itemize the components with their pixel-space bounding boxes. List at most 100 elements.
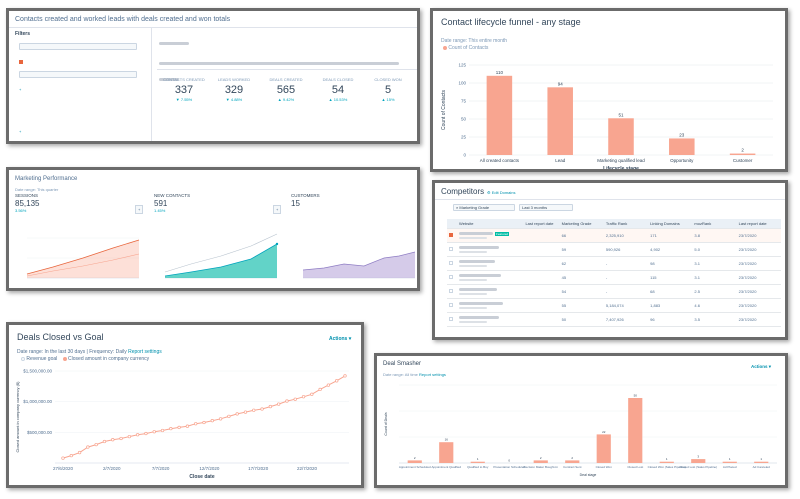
table-row[interactable]: 50 7,407,926 96 3.5 23/7/2020 [447,312,781,327]
marketing-subtitle: Date range: This quarter [15,187,59,192]
data-point [202,420,206,425]
kpi-change: ▲ 10.53% [328,97,348,102]
bar [407,460,422,463]
up-arrow-icon: ▲ [381,97,387,102]
x-tick-label: Marketing qualified lead [597,158,645,163]
competitor-name[interactable] [457,284,524,299]
row-checkbox[interactable] [449,247,453,252]
data-point [94,442,98,447]
row-checkbox[interactable] [449,275,453,280]
row-checkbox[interactable] [449,261,453,266]
legend-swatch-goal [21,356,25,361]
up-arrow-icon: ▲ [328,97,334,102]
customers-metric: Customers 15 [291,193,320,208]
y-tick-label: 75 [461,99,467,104]
data-point [102,439,107,444]
down-arrow-icon: ▼ [175,97,181,102]
column-header[interactable]: Last report date [523,219,560,229]
line-previous [164,233,278,273]
column-header[interactable]: Marketing Grade [559,219,604,229]
report-settings-link[interactable]: Report settings [128,349,162,355]
data-point [343,374,347,378]
data-point [177,425,181,430]
compare-checkbox[interactable] [19,53,23,71]
bar [547,87,573,155]
sidebar-divider [151,28,152,141]
x-tick-label: Closed Lost (Sales Pipeline) [679,465,717,469]
period-select[interactable]: Last 3 months [519,204,573,211]
metric-select[interactable]: ⌕ Marketing Grade [453,204,515,211]
kpi-divider [157,69,417,70]
marketing-panel: Marketing Performance Date range: This q… [6,167,420,291]
column-header[interactable]: Last report date [736,219,781,229]
competitor-name[interactable]: Featured [457,228,524,243]
sessions-sparkline [26,237,140,279]
data-label: 22 [602,430,606,434]
report-settings-link[interactable]: Report settings [419,372,446,377]
row-checkbox[interactable] [449,289,453,294]
area-current [165,244,277,278]
data-point [310,392,314,396]
actions-button[interactable]: Actions ▾ [329,336,352,342]
table-row[interactable]: 55 5,184,074 1,883 4.6 23/7/2020 [447,298,781,313]
date-range-select[interactable] [19,43,137,50]
table-row[interactable]: 62 - 98 3.1 23/7/2020 [447,256,781,271]
deals-goal-meta: Date range: In the last 30 days | Freque… [17,349,162,355]
competitor-name[interactable] [457,298,524,313]
deal-smasher-panel: Deal Smasher Actions ▾ Date range: All t… [374,353,788,488]
column-header[interactable]: mozRank [692,219,737,229]
add-filter-link[interactable]: + [19,87,22,92]
y-axis-label: Count of Contacts [441,89,447,130]
data-point [210,419,214,423]
bar [608,118,634,155]
kpi-leads-worked: Leads worked 329 ▼ 4.88% [209,77,259,102]
data-point [119,436,123,441]
data-point [318,387,322,392]
row-checkbox[interactable] [449,233,453,238]
contacts-report-panel: Contacts created and worked leads with d… [6,8,420,144]
actions-button[interactable]: Actions ▾ [751,364,772,369]
table-row[interactable]: 59 590,926 4,902 5.0 23/7/2020 [447,242,781,257]
table-row[interactable]: 54 - 68 2.5 23/7/2020 [447,284,781,299]
column-header[interactable]: Website [457,219,524,229]
compare-to-select[interactable] [19,71,137,78]
competitor-name[interactable] [457,242,524,257]
x-tick-label: 2/7/2020 [103,466,121,471]
data-point [111,438,115,442]
x-tick-label: Appointment Qualified [431,465,461,469]
data-point [301,395,306,399]
edit-domains-link[interactable]: ⚙ Edit Domains [487,190,516,195]
bar [565,460,580,463]
kpi-change: ▲ 9.42% [277,97,295,102]
x-tick-label: 27/6/2020 [53,466,74,471]
column-header[interactable]: Linking Domains [648,219,693,229]
new-contacts-badge: + [273,205,282,214]
data-point [326,383,331,387]
data-label: 1 [760,457,762,461]
competitors-table: Website Last report date Marketing Grade… [447,219,781,327]
row-checkbox[interactable] [449,317,453,322]
row-checkbox[interactable] [449,303,453,308]
competitor-name[interactable] [457,312,524,327]
y-tick-label: 0 [463,153,466,158]
y-tick-label: $1,000,000.00 [23,399,52,404]
funnel-title: Contact lifecycle funnel - any stage [441,17,581,27]
competitors-panel: Competitors ⚙ Edit Domains ⌕ Marketing G… [432,180,788,340]
data-point [335,379,339,383]
line-previous [26,253,140,277]
competitor-name[interactable] [457,270,524,285]
add-filter-link-2[interactable]: + [19,129,22,134]
table-row[interactable]: 45 - 115 3.1 23/7/2020 [447,270,781,285]
deals-goal-title: Deals Closed vs Goal [17,332,104,342]
chevron-down-icon: ▾ [347,336,352,342]
table-row[interactable]: Featured 66 2,325,910 171 3.8 23/7/2020 [447,228,781,243]
y-axis-label: Closed amount in company currency ($) [15,381,20,453]
kpi-value: 337 [174,84,194,96]
x-tick-label: Contract Sent [563,465,582,469]
bar [596,434,611,463]
competitor-name[interactable] [457,256,524,271]
bar [659,461,674,463]
line-current [164,243,278,277]
data-point [285,399,289,403]
column-header[interactable]: Traffic Rank [603,219,649,229]
